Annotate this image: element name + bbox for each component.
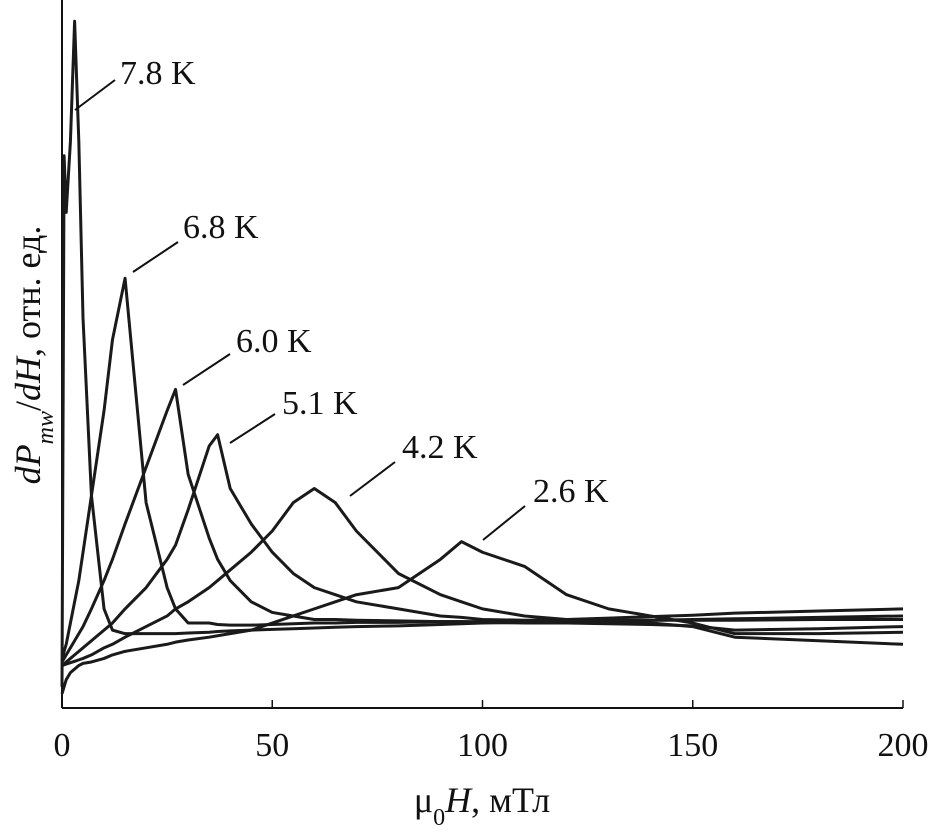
- leader-line: [182, 353, 231, 386]
- series-label: 7.8 K: [120, 55, 196, 92]
- x-label-part: H: [444, 780, 473, 820]
- y-label-part: d: [8, 382, 48, 401]
- series-line: [60, 540, 904, 695]
- leader-line: [349, 461, 396, 497]
- x-tick-label: 150: [667, 727, 718, 764]
- series-line: [60, 387, 904, 663]
- leader-line: [132, 241, 179, 273]
- x-label-part: 0: [433, 805, 445, 831]
- y-axis-label: dPmw/dH, отн. ед.: [8, 226, 59, 485]
- y-label-part: H: [8, 355, 48, 384]
- series-line: [60, 19, 904, 687]
- x-axis-label: μ0H, мТл: [414, 780, 550, 831]
- x-tick-label: 200: [878, 727, 929, 764]
- x-tick-label: 50: [255, 727, 289, 764]
- leader-line: [482, 505, 526, 541]
- x-label-part: μ: [414, 780, 433, 820]
- series-label: 6.0 K: [236, 323, 312, 360]
- series-label: 5.1 K: [282, 385, 358, 422]
- series-label: 2.6 K: [533, 473, 609, 510]
- series-label: 4.2 K: [402, 429, 478, 466]
- x-label-part: , мТл: [471, 780, 550, 820]
- x-tick-label: 100: [457, 727, 508, 764]
- y-label-part: d: [8, 465, 48, 484]
- series-label: 6.8 K: [183, 209, 259, 246]
- x-tick-label: 0: [54, 727, 71, 764]
- leader-line: [229, 413, 276, 444]
- y-label-part: mw: [33, 411, 59, 444]
- y-label-part: , отн. ед.: [8, 226, 48, 357]
- series-line: [61, 487, 904, 667]
- leader-line: [74, 79, 116, 111]
- y-label-part: P: [8, 444, 48, 467]
- y-label-part: /: [8, 401, 48, 411]
